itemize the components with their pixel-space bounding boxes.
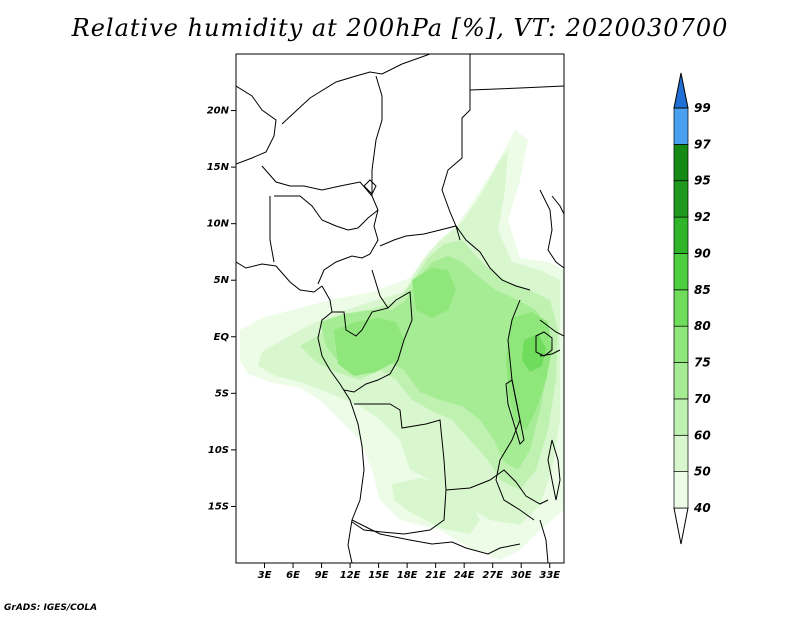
- lake-chad: [363, 179, 377, 195]
- lon-tick-label: 30E: [511, 570, 532, 581]
- lat-tick-label: 15N: [207, 162, 230, 173]
- colorbar-boxes: [673, 72, 689, 545]
- lon-tick-label: 6E: [286, 570, 300, 581]
- colorbar-box: [673, 325, 689, 363]
- border-zambia: [445, 469, 549, 505]
- humidity-region-80: [522, 334, 546, 372]
- lat-tick-label: 20N: [207, 106, 230, 117]
- colorbar-box: [673, 253, 689, 291]
- border-nigeria: [269, 195, 379, 263]
- colorbar-label: 75: [694, 356, 711, 370]
- border-kenya-tanzania: [539, 319, 564, 357]
- lon-tick-label: 12E: [340, 570, 361, 581]
- lat-tick-label: 15S: [208, 501, 229, 512]
- map-frame: [235, 53, 565, 564]
- lat-tick-label: EQ: [214, 332, 230, 343]
- colorbar-box: [673, 289, 689, 327]
- colorbar-label: 80: [694, 319, 711, 333]
- border-east-africa: [539, 189, 564, 269]
- lon-tick-label: 15E: [368, 570, 389, 581]
- humidity-region-70: [320, 256, 548, 470]
- border-angola: [351, 403, 447, 535]
- colorbar-label: 85: [694, 283, 711, 297]
- humidity-region-75-central: [412, 268, 456, 318]
- border-car: [379, 225, 531, 291]
- lat-tick-label: 10S: [208, 445, 229, 456]
- colorbar-box: [673, 471, 689, 509]
- lake-malawi: [547, 439, 561, 501]
- lon-tick-label: 21E: [425, 570, 446, 581]
- lon-tick-label: 3E: [258, 570, 272, 581]
- border-namibia: [351, 519, 521, 555]
- map-title: Relative humidity at 200hPa [%], VT: 202…: [71, 14, 729, 42]
- colorbar-label: 95: [694, 174, 711, 188]
- border-algeria-mali: [281, 54, 431, 125]
- colorbar-label: 97: [694, 137, 711, 151]
- colorbar-box: [673, 216, 689, 254]
- lon-tick-label: 9E: [315, 570, 329, 581]
- border-sahara-north: [236, 85, 277, 165]
- lat-tick-label: 5N: [214, 275, 230, 286]
- coastline-gulf: [317, 285, 365, 563]
- border-mali-niger: [261, 165, 373, 197]
- lat-tick-label: 10N: [207, 219, 230, 230]
- colorbar-label: 90: [694, 246, 711, 260]
- colorbar-label: 40: [693, 501, 711, 515]
- lake-tanganyika: [505, 379, 525, 445]
- lon-tick-label: 18E: [397, 570, 418, 581]
- humidity-region-75: [334, 318, 404, 376]
- colorbar-box: [673, 434, 689, 472]
- lon-tick-label: 27E: [482, 570, 503, 581]
- colorbar-labels: 40 50 60 70 75 80 85 90 92 95 97 99: [693, 101, 711, 515]
- colorbar-box: [673, 107, 689, 145]
- colorbar-box: [673, 362, 689, 400]
- colorbar-box: [673, 398, 689, 436]
- colorbar-label: 60: [694, 428, 711, 442]
- border-egypt-sudan: [469, 85, 564, 91]
- coastline-west: [236, 261, 323, 293]
- lake-victoria: [535, 331, 553, 357]
- country-borders: [236, 54, 564, 563]
- grads-credit: GrADS: IGES/COLA: [4, 603, 98, 613]
- colorbar-max-triangle: [673, 72, 689, 109]
- border-cameroon: [317, 209, 379, 285]
- colorbar-box: [673, 180, 689, 218]
- lon-tick-label: 33E: [539, 570, 560, 581]
- colorbar-label: 99: [694, 101, 711, 115]
- lat-tick-label: 5S: [215, 388, 229, 399]
- colorbar-label: 92: [694, 210, 711, 224]
- longitude-axis: 3E 6E 9E 12E 15E 18E 21E 24E 27E 30E 33E: [258, 563, 560, 581]
- colorbar-label: 50: [694, 465, 711, 479]
- colorbar-box: [673, 144, 689, 182]
- colorbar-label: 70: [694, 392, 711, 406]
- lon-tick-label: 24E: [454, 570, 475, 581]
- border-chad-sudan: [441, 54, 471, 241]
- latitude-axis: 20N 15N 10N 5N EQ 5S 10S 15S: [207, 106, 236, 512]
- colorbar-min-triangle: [673, 507, 689, 545]
- humidity-region-50-south: [392, 478, 480, 534]
- border-congo-gabon: [332, 269, 413, 393]
- coast-east: [539, 195, 564, 563]
